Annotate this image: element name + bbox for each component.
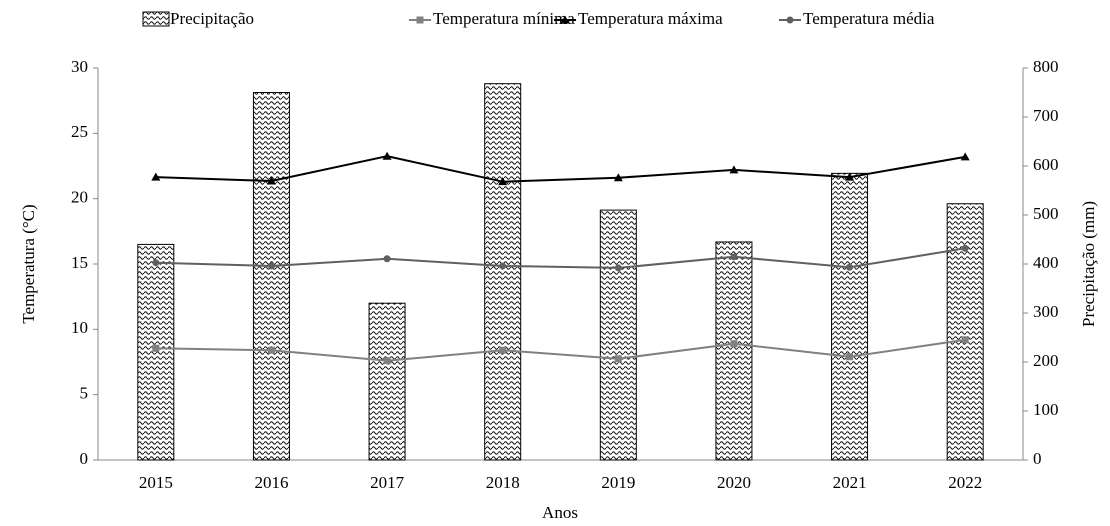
point [846,353,854,361]
y-tick-label: 15 [71,253,88,272]
line [155,155,966,183]
legend-label: Precipitação [170,9,254,28]
y2-tick-label: 400 [1033,253,1059,272]
y2-tick-label: 800 [1033,57,1059,76]
point [960,152,970,161]
bar [831,172,869,461]
y2-tick-label: 600 [1033,155,1059,174]
bar [252,92,290,461]
bar [368,302,406,461]
line [155,338,966,362]
legend-marker [786,16,794,24]
x-tick-label: 2016 [254,473,288,492]
bar [137,243,175,461]
x-tick-label: 2017 [370,473,405,492]
x-tick-label: 2020 [717,473,751,492]
y-tick-label: 10 [71,318,88,337]
point [614,264,622,272]
y-tick-label: 5 [80,384,89,403]
y2-axis-label: Precipitação (mm) [1079,201,1098,327]
point [730,340,738,348]
y-tick-label: 20 [71,188,88,207]
y-tick-label: 0 [80,449,89,468]
y-tick-label: 30 [71,57,88,76]
point [846,263,854,271]
x-axis-label: Anos [542,503,578,522]
line [155,247,966,269]
y2-tick-label: 100 [1033,400,1059,419]
point [383,255,391,263]
y2-tick-label: 0 [1033,449,1042,468]
y2-tick-label: 700 [1033,106,1059,125]
bar [946,203,984,461]
legend-marker [416,16,424,24]
point [151,172,161,181]
x-tick-label: 2015 [139,473,173,492]
bar [484,83,522,461]
bar [715,241,753,461]
y-tick-label: 25 [71,122,88,141]
legend-label: Temperatura máxima [578,9,723,28]
y-axis-label: Temperatura (°C) [19,204,38,323]
point [614,355,622,363]
point [730,253,738,261]
point [267,346,275,354]
point [729,165,739,174]
x-tick-label: 2019 [601,473,635,492]
point [267,262,275,270]
point [152,344,160,352]
y2-tick-label: 300 [1033,302,1059,321]
x-tick-label: 2021 [833,473,867,492]
point [382,151,392,160]
point [266,176,276,185]
point [383,357,391,365]
x-tick-label: 2022 [948,473,982,492]
point [152,259,160,267]
point [498,177,508,186]
point [961,336,969,344]
legend-marker [560,15,570,24]
legend-label: Temperatura média [803,9,935,28]
bar [599,209,637,461]
point [845,172,855,181]
point [499,262,507,270]
legend-label: Temperatura mínima [433,9,575,28]
point [499,346,507,354]
y2-tick-label: 500 [1033,204,1059,223]
y2-tick-label: 200 [1033,351,1059,370]
x-tick-label: 2018 [486,473,520,492]
point [613,173,623,182]
point [961,244,969,252]
legend-swatch [142,11,170,27]
